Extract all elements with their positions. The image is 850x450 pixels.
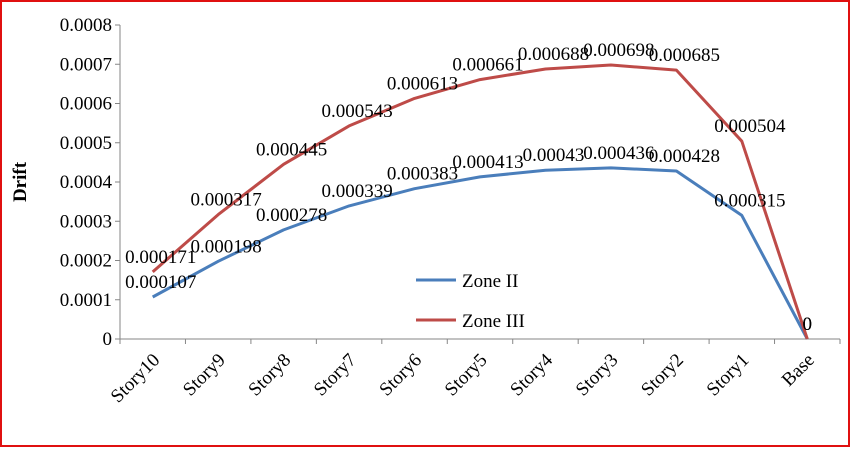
data-label: 0.000543: [321, 101, 392, 122]
x-tick-label: Story10: [107, 350, 164, 407]
x-tick-label: Story5: [441, 350, 492, 401]
x-tick-label: Story1: [703, 350, 754, 401]
drift-line-chart: 0 0.0001 0.0002 0.0003 0.0004 0.0005 0.0006 0.0…: [10, 15, 841, 407]
y-tick-label: 0.0008: [60, 15, 112, 36]
series-line-zone-ii: [151, 166, 809, 340]
data-label: 0.000428: [649, 146, 720, 167]
x-tick-label: Story8: [244, 350, 295, 401]
data-label: 0.000613: [387, 73, 458, 94]
y-axis-title: Drift: [10, 161, 31, 202]
data-label: 0.000688: [518, 44, 589, 65]
data-label: 0.000107: [125, 272, 196, 293]
data-label: 0.000504: [714, 116, 786, 137]
data-label: 0.000315: [714, 190, 785, 211]
x-tick-label: Story9: [179, 350, 230, 401]
x-tick-label: Story2: [637, 350, 688, 401]
x-tick-label: Base: [778, 350, 819, 391]
y-tick-label: 0.0006: [60, 94, 112, 115]
data-label: 0: [803, 314, 813, 335]
data-labels: 0.000107 0.000198 0.000278 0.0003390.000383…: [125, 40, 812, 335]
y-tick-label: 0.0002: [60, 251, 112, 272]
y-tick-label: 0: [103, 329, 113, 350]
x-tick-label: Story6: [375, 350, 426, 401]
y-tick-label: 0.0001: [60, 290, 112, 311]
data-label: 0.000413: [452, 152, 523, 173]
x-tick-label: Story3: [572, 350, 623, 401]
data-label: 0: [803, 314, 813, 335]
data-label: 0.000661: [452, 55, 523, 76]
y-tick-label: 0.0003: [60, 211, 112, 232]
series-line-zone-iii: [151, 63, 809, 340]
data-label: 0.000383: [387, 164, 458, 185]
y-tick-label: 0.0007: [60, 54, 112, 75]
data-label: 0.000278: [256, 205, 327, 226]
x-tick-labels: Story10 Story9 Story8 Story7 Story6 Story5 Sto…: [107, 349, 819, 407]
x-tick-label: Story4: [506, 349, 557, 400]
legend-label: Zone III: [462, 311, 525, 332]
axes: [115, 24, 841, 344]
y-tick-labels: 0 0.0001 0.0002 0.0003 0.0004 0.0005 0.0006 0.0…: [60, 15, 113, 350]
x-tick-label: Story7: [310, 350, 361, 401]
y-tick-label: 0.0005: [60, 133, 112, 154]
series-lines: [151, 63, 809, 340]
data-label: 0.000685: [649, 45, 720, 66]
data-label: 0.000445: [256, 139, 327, 160]
data-label: 0.00043: [523, 145, 585, 166]
legend: Zone II Zone III: [416, 271, 525, 332]
data-label: 0.000198: [191, 236, 262, 257]
data-label: 0.000317: [191, 190, 262, 211]
y-tick-label: 0.0004: [60, 172, 113, 193]
data-label: 0.000339: [321, 181, 392, 202]
data-label: 0.000171: [125, 247, 196, 268]
data-label: 0.000698: [583, 40, 654, 61]
legend-label: Zone II: [462, 271, 518, 292]
data-label: 0.000436: [583, 143, 654, 164]
